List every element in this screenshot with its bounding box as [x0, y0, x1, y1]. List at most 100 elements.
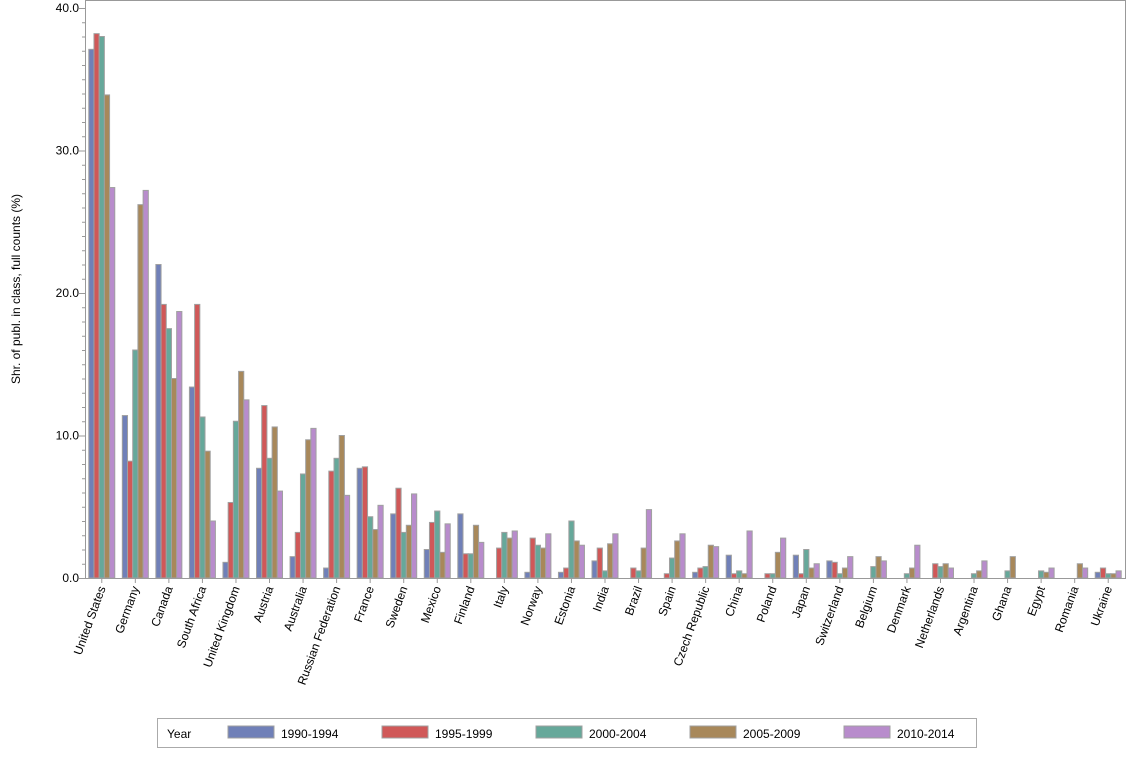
bar-2000-2004 [367, 516, 374, 579]
bar-1995-1999 [529, 537, 536, 579]
bar-2005-2009 [1043, 571, 1050, 579]
bar-2005-2009 [204, 450, 211, 579]
bar-2000-2004 [132, 349, 139, 579]
bar-2010-2014 [847, 556, 854, 579]
bar-2005-2009 [774, 551, 782, 579]
bar-2000-2004 [98, 36, 105, 579]
bar-2005-2009 [607, 543, 614, 579]
x-tick-label: Denmark [884, 583, 914, 634]
legend: Year 1990-1994 1995-1999 2000-2004 2005-200… [157, 718, 977, 748]
bar-1990-1994 [557, 571, 565, 579]
bar-1995-1999 [227, 501, 234, 579]
bar-1995-1999 [428, 521, 436, 579]
bar-2010-2014 [310, 427, 317, 579]
bar-2010-2014 [243, 399, 250, 579]
x-tick-label: Mexico [418, 584, 444, 625]
bar-2000-2004 [702, 566, 709, 579]
legend-swatch [689, 725, 737, 739]
y-tick-label: 10.0 [56, 429, 80, 443]
x-tick-label: Australia [281, 584, 310, 633]
bar-2010-2014 [612, 533, 619, 579]
bar-1990-1994 [121, 415, 129, 579]
legend-label: 2010-2014 [897, 727, 955, 741]
bar-2010-2014 [545, 533, 552, 579]
bar-1990-1994 [524, 571, 531, 579]
bar-2000-2004 [501, 531, 508, 579]
bar-1990-1994 [390, 513, 397, 579]
x-tick-label: United States [71, 584, 109, 656]
x-tick-label: Poland [754, 584, 780, 624]
x-tick-label: Germany [112, 584, 142, 635]
bar-2005-2009 [439, 551, 446, 579]
bar-2010-2014 [343, 494, 351, 579]
x-tick-label: United Kingdom [200, 584, 242, 669]
x-tick-label: Canada [148, 584, 176, 629]
bar-2005-2009 [103, 94, 111, 579]
bar-2005-2009 [674, 540, 681, 579]
bar-1995-1999 [663, 573, 670, 579]
x-tick-label: Japan [789, 584, 813, 620]
bar-1990-1994 [725, 554, 732, 579]
bar-2000-2004 [937, 566, 944, 579]
bar-1990-1994 [457, 513, 464, 579]
bar-2005-2009 [305, 439, 312, 579]
x-tick-label: Belgium [852, 584, 880, 630]
bar-1995-1999 [194, 303, 201, 579]
bar-1990-1994 [289, 556, 296, 579]
bar-1995-1999 [496, 547, 503, 579]
bar-1995-1999 [395, 487, 402, 579]
bar-2010-2014 [880, 560, 887, 579]
bar-2000-2004 [870, 566, 877, 579]
bar-1995-1999 [596, 547, 603, 579]
bar-2010-2014 [478, 541, 485, 579]
bar-2010-2014 [411, 493, 418, 579]
bar-2000-2004 [736, 570, 743, 579]
bar-2000-2004 [601, 570, 609, 579]
bar-2010-2014 [914, 544, 921, 579]
bar-2010-2014 [176, 311, 183, 579]
bar-2005-2009 [540, 547, 547, 579]
bar-2010-2014 [377, 504, 384, 579]
x-tick-label: Sweden [383, 584, 411, 630]
bar-1990-1994 [1094, 571, 1101, 579]
bar-2000-2004 [467, 553, 474, 579]
x-tick-label: Netherlands [912, 584, 947, 650]
x-tick-label: Norway [518, 584, 545, 627]
bar-1995-1999 [932, 563, 939, 579]
bar-1995-1999 [630, 567, 637, 579]
bar-2000-2004 [199, 416, 206, 579]
bar-2000-2004 [1105, 573, 1112, 579]
bar-2010-2014 [209, 520, 216, 579]
legend-title: Year [167, 727, 191, 741]
x-tick-label: Ghana [989, 584, 1015, 623]
bar-2010-2014 [511, 530, 518, 579]
x-tick-label: Argentina [950, 584, 981, 637]
bar-1995-1999 [462, 553, 469, 579]
y-axis-label: Shr. of publ. in class, full counts (%) [9, 194, 23, 384]
bar-2000-2004 [434, 510, 441, 579]
bar-2000-2004 [232, 420, 240, 579]
bar-2000-2004 [1004, 570, 1011, 579]
x-tick-label: Brazil [622, 584, 645, 617]
bar-2010-2014 [679, 533, 686, 579]
x-tick-label: Spain [655, 584, 679, 618]
bar-2010-2014 [444, 523, 451, 579]
bar-2005-2009 [875, 556, 882, 579]
bar-2005-2009 [271, 426, 278, 579]
bar-1995-1999 [764, 573, 771, 579]
x-tick-label: France [351, 584, 377, 624]
bar-1995-1999 [261, 405, 268, 579]
bar-1990-1994 [591, 560, 598, 579]
x-tick-label: South Africa [174, 584, 209, 650]
bar-2010-2014 [947, 567, 954, 579]
x-tick-label: Austria [250, 584, 276, 624]
bar-2005-2009 [640, 547, 647, 579]
bar-1990-1994 [356, 467, 363, 579]
bar-2000-2004 [903, 573, 911, 579]
bar-1995-1999 [160, 303, 167, 579]
bar-2005-2009 [1076, 563, 1083, 579]
bar-2010-2014 [1115, 570, 1122, 579]
bar-2000-2004 [568, 520, 575, 579]
y-axis: 0.0 10.0 20.0 30.0 40.0 [56, 1, 85, 585]
